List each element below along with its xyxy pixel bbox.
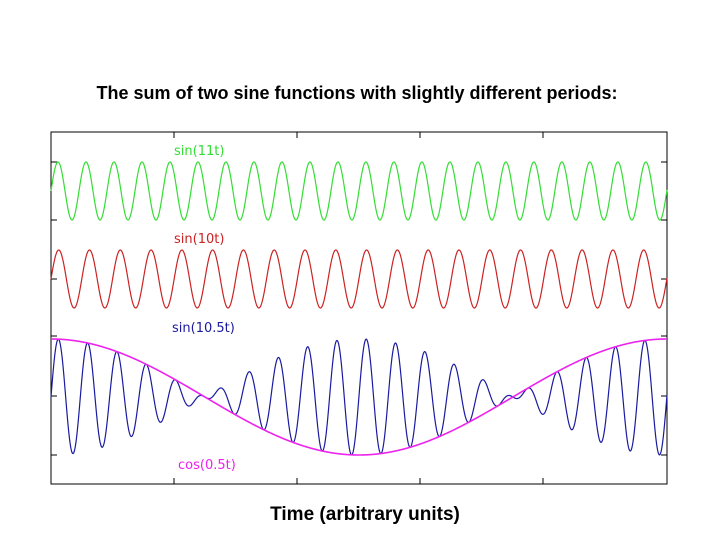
x-axis-label: Time (arbitrary units)	[270, 504, 460, 525]
plot-series-labels: sin(11t) sin(10t) sin(10.5t) cos(0.5t)	[172, 144, 236, 473]
series-label: cos(0.5t)	[178, 458, 236, 473]
series-line-sin-10-5t-	[50, 338, 668, 456]
plot-frame	[50, 131, 668, 485]
series-label: sin(10.5t)	[172, 321, 235, 336]
plot-ticks	[51, 132, 667, 484]
series-label: sin(10t)	[174, 232, 224, 247]
plot-curves	[50, 161, 668, 456]
chart-title: The sum of two sine functions with sligh…	[96, 83, 618, 103]
series-label: sin(11t)	[174, 144, 224, 159]
series-line-cos-0-5t-	[51, 338, 667, 456]
series-line-sin-10t-	[50, 249, 668, 309]
series-line-sin-11t-	[50, 161, 668, 221]
